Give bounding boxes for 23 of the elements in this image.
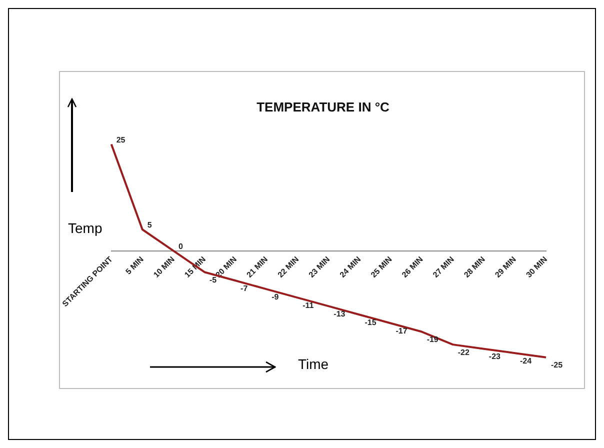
data-label: -25 bbox=[551, 360, 564, 370]
data-label: 0 bbox=[178, 242, 184, 252]
x-tick-label: 10 MIN bbox=[152, 254, 177, 280]
data-label: -13 bbox=[334, 309, 346, 318]
data-label: -23 bbox=[488, 352, 502, 362]
data-label: -19 bbox=[426, 334, 439, 344]
data-label: -24 bbox=[520, 356, 532, 366]
chart-title: TEMPERATURE IN °C bbox=[256, 99, 390, 114]
data-label: -11 bbox=[302, 300, 314, 310]
text: Temp bbox=[68, 220, 102, 236]
data-label: -9 bbox=[272, 292, 280, 302]
data-label: -22 bbox=[458, 348, 470, 357]
data-label: -7 bbox=[240, 284, 248, 293]
x-tick-label: 5 MIN bbox=[124, 254, 146, 276]
x-tick-label: 30 MIN bbox=[524, 254, 550, 280]
annotation: Time bbox=[298, 356, 329, 372]
data-label: -17 bbox=[396, 326, 408, 336]
data-label: 25 bbox=[116, 135, 126, 144]
x-tick-label: 29 MIN bbox=[493, 254, 518, 280]
data-label: -15 bbox=[364, 318, 377, 327]
data-label: -5 bbox=[209, 275, 218, 284]
data-label: 5 bbox=[147, 220, 152, 230]
x-tick-label: 28 MIN bbox=[462, 254, 488, 280]
